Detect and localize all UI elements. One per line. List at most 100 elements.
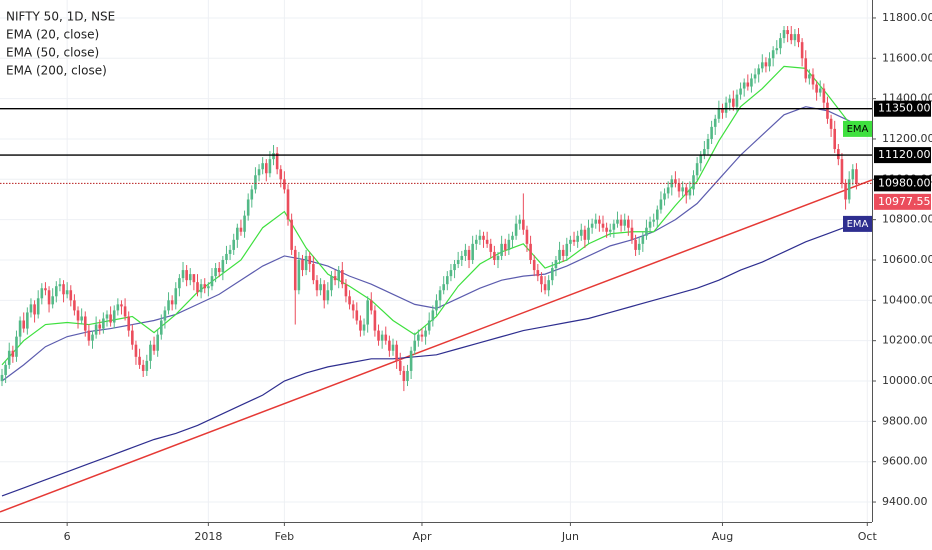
candle-body <box>174 288 178 305</box>
candle-body <box>236 227 239 240</box>
candle-body <box>710 126 713 139</box>
candle-body <box>11 350 15 357</box>
candle-body <box>532 259 536 271</box>
candle-body <box>579 229 583 236</box>
candle-body <box>797 34 800 43</box>
candle-body <box>598 219 601 224</box>
candle-body <box>406 370 409 382</box>
x-tick-label: 2018 <box>194 530 222 543</box>
candle-body <box>771 50 775 59</box>
y-tick-label: 9800.00 <box>882 414 928 427</box>
candle-body <box>739 88 742 95</box>
candle-body <box>149 344 152 361</box>
candle-body <box>301 259 304 271</box>
candle-body <box>529 243 532 260</box>
candle-body <box>587 227 590 240</box>
candle-body <box>456 259 460 265</box>
candle-body <box>703 149 706 156</box>
candle-body <box>583 229 587 240</box>
candle-body <box>855 169 858 184</box>
candle-body <box>138 356 141 365</box>
candle-body <box>670 179 674 188</box>
candle-body <box>757 68 760 75</box>
candle-body <box>297 259 301 291</box>
ema-line <box>1 65 857 366</box>
candle-body <box>590 223 594 228</box>
candle-body <box>706 138 710 150</box>
candle-body <box>402 370 406 382</box>
x-tick-label: Oct <box>858 530 878 543</box>
candle-body <box>674 179 677 184</box>
candle-body <box>616 219 619 224</box>
candle-body <box>717 108 721 119</box>
candle-body <box>40 288 44 299</box>
y-tick-label: 10200.00 <box>882 334 932 347</box>
candle-body <box>496 255 500 260</box>
candle-body <box>377 330 380 341</box>
candle-body <box>844 183 847 200</box>
axes: 9400.00 9600.00 9800.00 10000.00 10200.00 104… <box>64 11 932 543</box>
last-price-label: 10977.55 <box>878 195 931 208</box>
candle-body <box>268 159 272 174</box>
candle-body <box>369 300 373 311</box>
legend-entry: EMA (50, close) <box>6 46 99 60</box>
candle-body <box>120 304 123 307</box>
candle-body <box>239 227 243 232</box>
candle-body <box>500 243 503 256</box>
candle-body <box>109 314 112 323</box>
candle-body <box>721 108 724 113</box>
candle-body <box>746 82 750 87</box>
candle-body <box>695 163 699 176</box>
candle-body <box>170 300 174 305</box>
candle-body <box>15 336 18 357</box>
candle-body <box>815 84 818 93</box>
candle-body <box>141 364 145 371</box>
candle-body <box>782 30 786 39</box>
candle-body <box>62 284 65 295</box>
candle-body <box>116 304 120 311</box>
level-label-box <box>874 100 931 117</box>
candle-body <box>18 320 22 337</box>
candle-body <box>341 270 344 285</box>
candle-body <box>692 175 695 190</box>
candle-body <box>250 189 254 200</box>
candle-body <box>395 344 398 361</box>
candle-body <box>163 310 167 321</box>
candle-body <box>409 350 413 371</box>
candle-body <box>663 193 666 200</box>
x-tick-label: Apr <box>412 530 432 543</box>
candle-body <box>47 290 51 305</box>
candle-body <box>724 102 728 113</box>
candle-body <box>561 249 565 256</box>
candle-body <box>69 290 73 301</box>
candle-body <box>442 284 445 291</box>
candle-body <box>76 310 80 321</box>
candle-body <box>627 219 630 228</box>
candle-body <box>322 284 326 301</box>
candle-body <box>413 340 417 351</box>
ema-tag-box <box>843 215 872 232</box>
candle-body <box>793 34 797 41</box>
x-tick-label: Aug <box>712 530 733 543</box>
candle-body <box>453 264 456 271</box>
candle-body <box>65 290 69 295</box>
candle-body <box>608 229 612 232</box>
candle-body <box>612 223 616 230</box>
candle-body <box>753 74 757 79</box>
candle-body <box>351 304 355 311</box>
candle-body <box>789 34 793 41</box>
candle-body <box>572 239 576 242</box>
candle-body <box>228 249 232 254</box>
candle-body <box>254 175 257 190</box>
candle-body <box>446 276 449 285</box>
candle-body <box>326 290 330 301</box>
candle-body <box>243 215 246 232</box>
candle-body <box>112 310 116 323</box>
legend-entry: EMA (200, close) <box>6 64 107 78</box>
legend-entry: EMA (20, close) <box>6 28 99 42</box>
candle-body <box>507 239 511 250</box>
candle-body <box>540 276 543 285</box>
candle-body <box>750 78 753 87</box>
candle-body <box>257 169 261 176</box>
candle-body <box>26 312 29 329</box>
